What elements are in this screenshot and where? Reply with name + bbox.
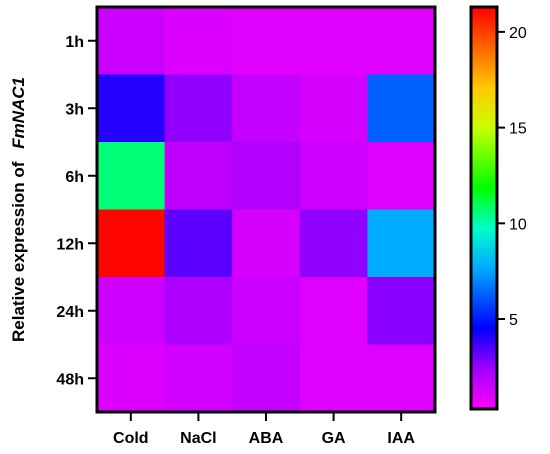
heatmap-cell-48h-IAA [367, 344, 436, 413]
heatmap-cell-3h-NaCl [164, 74, 233, 143]
heatmap-cell-6h-Cold [97, 142, 166, 211]
colorbar-tick-label: 15 [509, 121, 527, 138]
heatmap-cell-24h-IAA [367, 277, 436, 346]
colorbar-tick-label: 5 [509, 312, 518, 329]
x-tick-label: Cold [113, 430, 149, 447]
heatmap-cell-1h-ABA [232, 7, 301, 76]
y-axis-label-gene: FmNAC1 [9, 77, 28, 149]
heatmap-cell-1h-IAA [367, 7, 436, 76]
heatmap-cell-12h-IAA [367, 209, 436, 278]
heatmap-cell-6h-NaCl [164, 142, 233, 211]
x-tick-label: ABA [249, 430, 284, 447]
y-tick-label: 1h [65, 34, 84, 51]
heatmap-cell-12h-NaCl [164, 209, 233, 278]
heatmap-cell-48h-GA [299, 344, 368, 413]
heatmap-cell-24h-ABA [232, 277, 301, 346]
x-tick-label: IAA [387, 430, 415, 447]
heatmap-cell-24h-Cold [97, 277, 166, 346]
y-tick-label: 12h [56, 236, 84, 253]
heatmap-cell-3h-ABA [232, 74, 301, 143]
colorbar-tick-label: 20 [509, 25, 527, 42]
heatmap-cell-6h-GA [299, 142, 368, 211]
heatmap-cell-1h-GA [299, 7, 368, 76]
heatmap-cell-12h-ABA [232, 209, 301, 278]
x-tick-label: NaCl [180, 430, 216, 447]
heatmap-cell-24h-NaCl [164, 277, 233, 346]
y-axis-label: Relative expression of FmNAC1 [9, 77, 28, 342]
heatmap-cell-3h-GA [299, 74, 368, 143]
heatmap-cell-6h-ABA [232, 142, 301, 211]
colorbar-ticks: 5 10 15 20 [497, 25, 527, 329]
heatmap-cell-48h-Cold [97, 344, 166, 413]
heatmap-cell-24h-GA [299, 277, 368, 346]
y-axis-label-main: Relative expression of [9, 161, 28, 342]
heatmap-cells [97, 7, 436, 413]
heatmap-cell-48h-ABA [232, 344, 301, 413]
heatmap-cell-12h-GA [299, 209, 368, 278]
y-tick-label: 6h [65, 169, 84, 186]
x-axis-ticks: Cold NaCl ABA GA IAA [113, 412, 415, 447]
x-tick-label: GA [322, 430, 346, 447]
heatmap-cell-1h-Cold [97, 7, 166, 76]
heatmap-cell-12h-Cold [97, 209, 166, 278]
heatmap-cell-48h-NaCl [164, 344, 233, 413]
heatmap-cell-1h-NaCl [164, 7, 233, 76]
heatmap-cell-6h-IAA [367, 142, 436, 211]
heatmap-cell-3h-Cold [97, 74, 166, 143]
y-tick-label: 48h [56, 371, 84, 388]
y-axis-ticks: 1h 3h 6h 12h 24h 48h [56, 34, 97, 388]
y-tick-label: 24h [56, 304, 84, 321]
y-tick-label: 3h [65, 101, 84, 118]
colorbar-tick-label: 10 [509, 216, 527, 233]
heatmap-cell-3h-IAA [367, 74, 436, 143]
colorbar [469, 5, 499, 411]
